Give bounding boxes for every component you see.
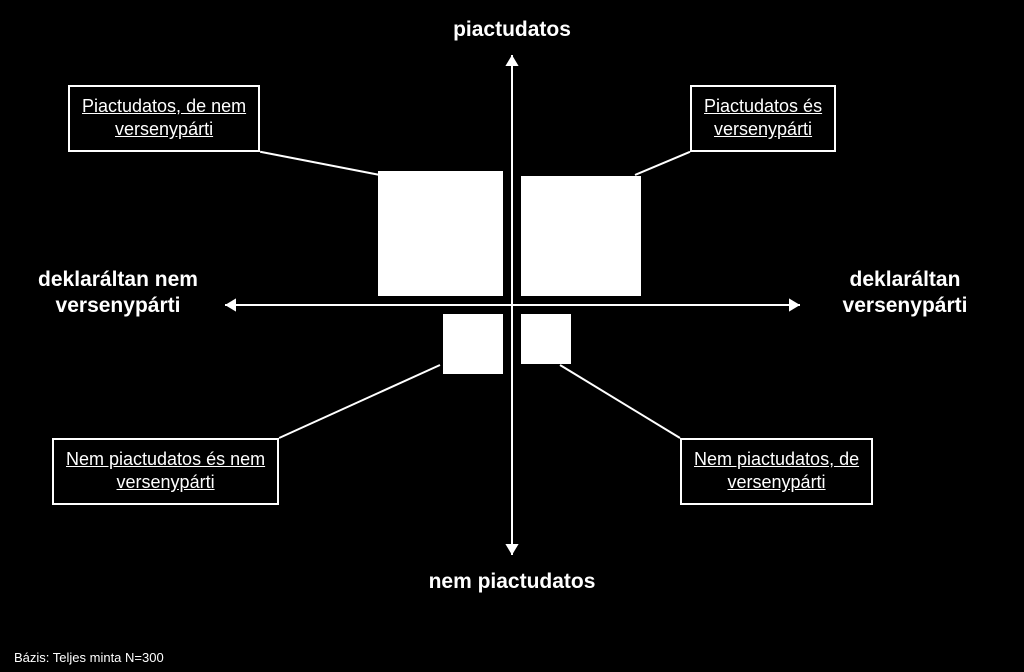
axis-label-right-line2: versenypárti bbox=[843, 294, 968, 317]
quadrant-diagram: piactudatos nem piactudatos deklaráltan … bbox=[0, 0, 1024, 672]
quadrant-label-q3: Nem piactudatos és nem versenypárti bbox=[52, 438, 279, 505]
q4-line1: Nem piactudatos, de bbox=[694, 449, 859, 469]
quadrant-label-q1: Piactudatos és versenypárti bbox=[690, 85, 836, 152]
q2-line2: versenypárti bbox=[115, 119, 213, 139]
q3-line2: versenypárti bbox=[117, 472, 215, 492]
axis-label-left: deklaráltan nem versenypárti bbox=[0, 267, 238, 320]
footnote: Bázis: Teljes minta N=300 bbox=[14, 650, 164, 665]
q2-line1: Piactudatos, de nem bbox=[82, 96, 246, 116]
q1-line2: versenypárti bbox=[714, 119, 812, 139]
q3-line1: Nem piactudatos és nem bbox=[66, 449, 265, 469]
q1-line1: Piactudatos és bbox=[704, 96, 822, 116]
axis-label-bottom: nem piactudatos bbox=[312, 569, 712, 595]
axis-label-left-line1: deklaráltan nem bbox=[38, 268, 198, 291]
quadrant-label-q4: Nem piactudatos, de versenypárti bbox=[680, 438, 873, 505]
axis-label-left-line2: versenypárti bbox=[56, 294, 181, 317]
axis-label-right: deklaráltan versenypárti bbox=[785, 267, 1024, 320]
axis-label-right-line1: deklaráltan bbox=[850, 268, 961, 291]
q4-line2: versenypárti bbox=[728, 472, 826, 492]
quadrant-label-q2: Piactudatos, de nem versenypárti bbox=[68, 85, 260, 152]
axis-label-top: piactudatos bbox=[312, 17, 712, 43]
